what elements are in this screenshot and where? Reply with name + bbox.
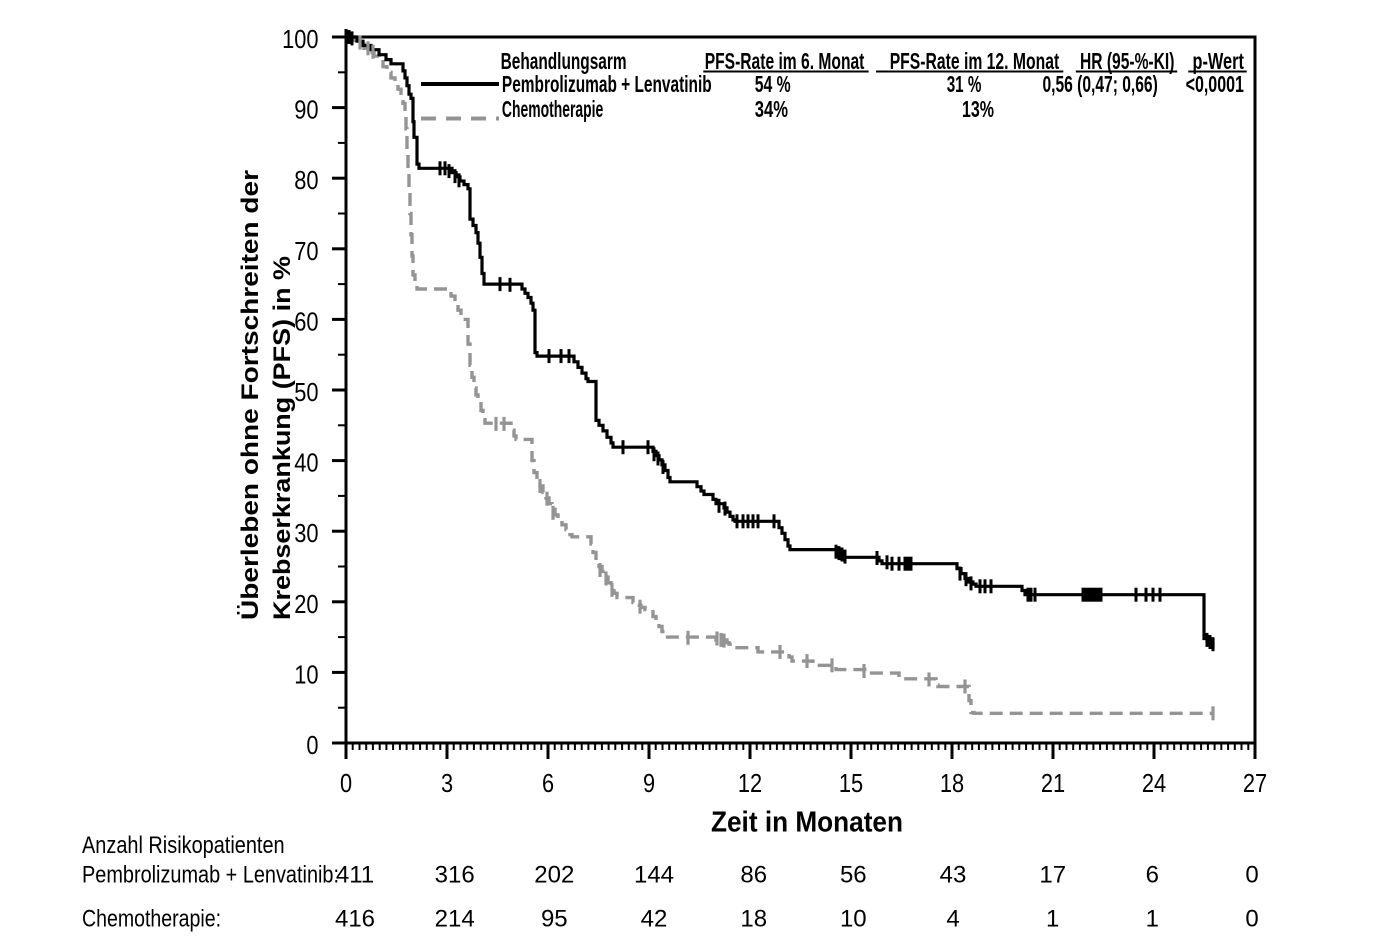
svg-text:27: 27 [1243,768,1267,798]
svg-text:17: 17 [1039,862,1066,889]
svg-text:60: 60 [294,306,318,336]
svg-text:411: 411 [336,862,374,889]
svg-text:80: 80 [294,165,318,195]
svg-text:50: 50 [294,377,318,407]
svg-text:10: 10 [294,659,318,689]
svg-text:144: 144 [634,862,674,889]
svg-text:31 %: 31 % [947,71,982,97]
svg-text:214: 214 [435,906,475,933]
svg-text:0: 0 [340,768,352,798]
svg-text:34%: 34% [755,96,788,122]
svg-text:9: 9 [643,768,655,798]
svg-text:56: 56 [840,862,867,889]
svg-text:42: 42 [641,906,668,933]
svg-text:202: 202 [534,862,574,889]
svg-text:p-Wert: p-Wert [1193,48,1245,74]
svg-text:95: 95 [541,906,568,933]
svg-text:Überleben ohne Fortschreiten d: Überleben ohne Fortschreiten der [237,170,264,620]
svg-text:0: 0 [1245,906,1258,933]
svg-text:86: 86 [740,862,767,889]
svg-text:13%: 13% [962,96,994,122]
svg-text:24: 24 [1142,768,1166,798]
svg-text:6: 6 [542,768,554,798]
svg-text:10: 10 [840,906,867,933]
svg-text:Pembrolizumab + Lenvatinib:: Pembrolizumab + Lenvatinib: [82,862,339,889]
svg-text:18: 18 [740,906,767,933]
svg-text:43: 43 [940,862,967,889]
svg-text:1: 1 [1046,906,1059,933]
svg-text:40: 40 [294,448,318,478]
svg-text:0,56 (0,47; 0,66): 0,56 (0,47; 0,66) [1043,71,1158,97]
svg-text:70: 70 [294,236,318,266]
svg-text:Pembrolizumab + Lenvatinib: Pembrolizumab + Lenvatinib [502,71,712,97]
svg-text:15: 15 [839,768,863,798]
svg-text:30: 30 [294,518,318,548]
svg-text:HR (95-%-KI): HR (95-%-KI) [1080,48,1174,74]
svg-text:0: 0 [306,730,318,760]
svg-text:100: 100 [282,24,318,54]
svg-text:Anzahl Risikopatienten: Anzahl Risikopatienten [82,832,285,859]
svg-text:18: 18 [940,768,964,798]
svg-text:Zeit in Monaten: Zeit in Monaten [711,807,903,839]
svg-text:90: 90 [294,95,318,125]
svg-text:PFS-Rate im 12. Monat: PFS-Rate im 12. Monat [890,48,1060,74]
svg-text:1: 1 [1146,906,1159,933]
svg-text:316: 316 [435,862,475,889]
svg-text:12: 12 [738,768,762,798]
svg-text:<0,0001: <0,0001 [1186,71,1244,97]
svg-text:Chemotherapie:: Chemotherapie: [82,906,221,933]
svg-text:21: 21 [1041,768,1065,798]
svg-text:Behandlungsarm: Behandlungsarm [501,48,627,74]
svg-text:Chemotherapie: Chemotherapie [502,96,603,122]
svg-text:PFS-Rate im 6. Monat: PFS-Rate im 6. Monat [705,48,865,74]
svg-text:0: 0 [1245,862,1258,889]
svg-text:20: 20 [294,589,318,619]
svg-text:4: 4 [946,906,959,933]
svg-text:416: 416 [335,906,375,933]
svg-text:6: 6 [1146,862,1159,889]
svg-text:54 %: 54 % [755,71,791,97]
svg-text:Krebserkrankung (PFS) in %: Krebserkrankung (PFS) in % [269,256,296,620]
svg-text:3: 3 [441,768,453,798]
